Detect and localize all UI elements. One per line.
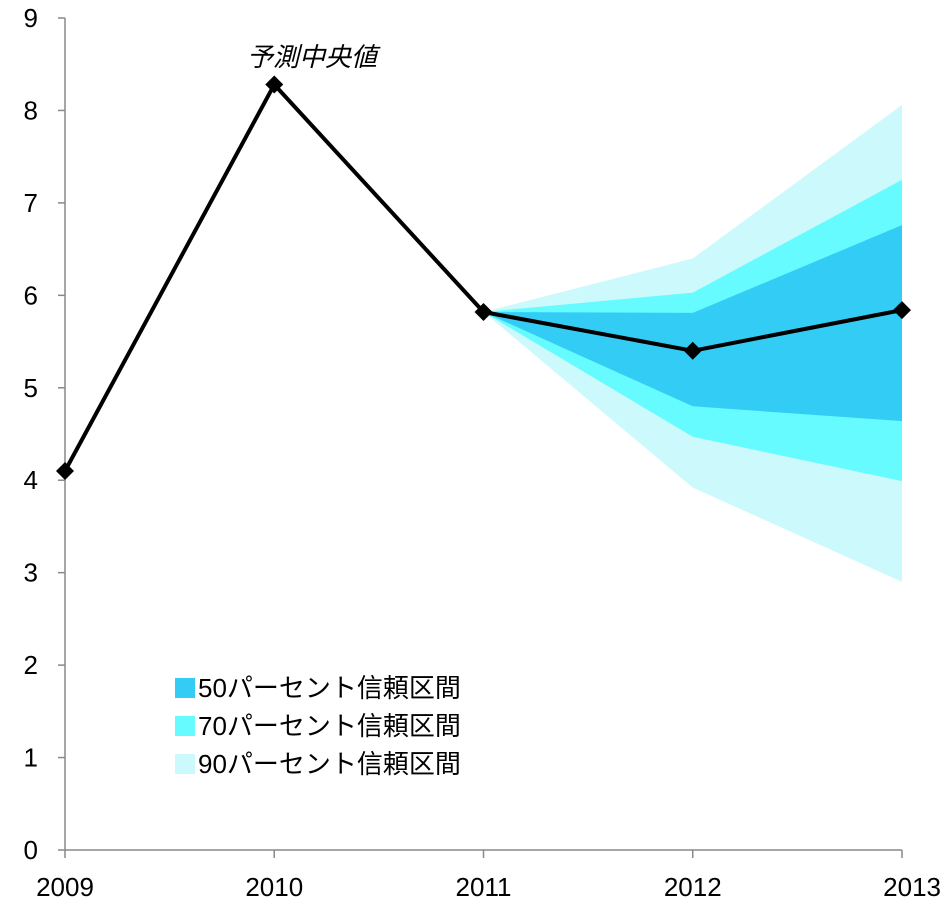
- x-tick-label: 2013: [883, 872, 941, 902]
- y-tick-label: 7: [24, 188, 38, 218]
- median-point: [893, 301, 911, 320]
- median-point: [265, 75, 284, 94]
- median-series: [56, 75, 911, 480]
- y-axis-ticks: 0 1 2 3 4 5 6 7 8 9: [24, 3, 65, 865]
- y-tick-label: 6: [24, 280, 38, 310]
- y-tick-label: 3: [24, 558, 38, 588]
- legend-swatch: [175, 716, 195, 736]
- y-tick-label: 1: [24, 743, 38, 773]
- median-point: [56, 461, 74, 480]
- y-tick-label: 0: [24, 835, 38, 865]
- legend: 50パーセント信頼区間 70パーセント信頼区間 90パーセント信頼区間: [175, 673, 461, 779]
- x-tick-label: 2012: [664, 872, 722, 902]
- y-tick-label: 8: [24, 95, 38, 125]
- confidence-band-2: [483, 225, 902, 422]
- y-tick-label: 9: [24, 3, 38, 33]
- legend-label: 70パーセント信頼区間: [198, 711, 461, 741]
- x-tick-label: 2009: [36, 872, 94, 902]
- legend-swatch: [175, 754, 195, 774]
- legend-label: 90パーセント信頼区間: [198, 749, 461, 779]
- y-tick-label: 2: [24, 650, 38, 680]
- legend-swatch: [175, 678, 195, 698]
- median-annotation: 予測中央値: [247, 42, 381, 72]
- median-point: [683, 341, 702, 360]
- y-tick-label: 5: [24, 373, 38, 403]
- x-tick-label: 2011: [456, 872, 512, 902]
- median-point: [474, 302, 493, 321]
- x-axis-ticks: 2009 2010 2011 2012 2013: [36, 850, 941, 902]
- y-tick-label: 4: [24, 465, 38, 495]
- legend-label: 50パーセント信頼区間: [198, 673, 461, 703]
- x-tick-label: 2010: [245, 872, 303, 902]
